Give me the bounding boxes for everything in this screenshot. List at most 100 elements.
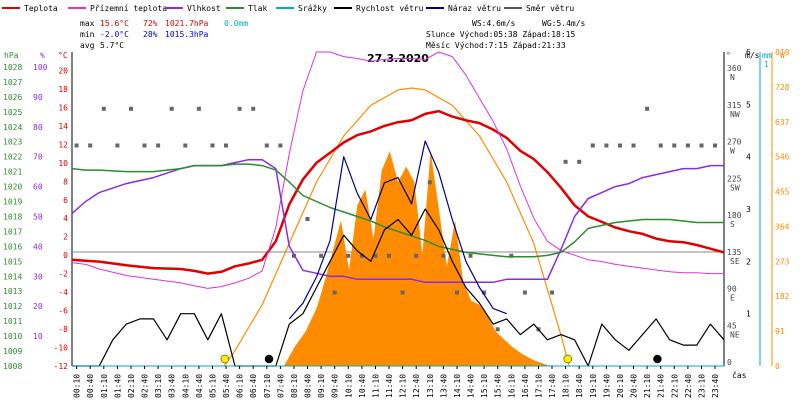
wind-direction-point — [196, 106, 201, 111]
wind-direction-point — [563, 159, 568, 164]
degc-tick-label: -8 — [58, 325, 68, 334]
time-tick-label: 03:40 — [168, 374, 177, 398]
ms-tick-label: 1 — [746, 310, 751, 319]
solar-radiation-area — [283, 151, 551, 366]
solar-theoretical-line — [223, 87, 570, 367]
w-axis-label: W — [780, 51, 785, 60]
hpa-tick-label: 1009 — [3, 347, 22, 356]
dir-tick-deg: 315 — [727, 101, 742, 110]
wind-direction-point — [509, 253, 514, 258]
event-marker-1 — [264, 354, 274, 364]
wind-direction-layer — [74, 106, 717, 332]
hpa-tick-label: 1027 — [3, 78, 22, 87]
wind-direction-point — [264, 143, 269, 148]
time-tick-label: 10:10 — [344, 374, 353, 398]
axis-headers: hPa % °C ° m/s mm W — [4, 51, 785, 60]
wind-direction-point — [183, 143, 188, 148]
series-line-3 — [71, 163, 724, 258]
mm-tick-label: 1 — [764, 60, 769, 69]
degc-tick-label: 2 — [63, 233, 68, 242]
event-marker-3 — [653, 354, 662, 364]
time-tick-label: 22:40 — [684, 374, 693, 398]
degc-tick-label: -4 — [58, 288, 68, 297]
ms-tick-label: 3 — [746, 205, 751, 214]
wind-direction-point — [713, 143, 717, 148]
pct-tick-label: 20 — [33, 302, 43, 311]
time-tick-label: 02:40 — [141, 374, 150, 398]
w-tick-label: 0 — [775, 362, 780, 371]
legend-label-1: Přízemní teplota — [90, 4, 167, 13]
legend-label-7: Směr větru — [526, 4, 574, 13]
degc-axis-label: °C — [58, 51, 68, 60]
pct-tick-label: 100 — [33, 63, 48, 72]
wind-direction-point — [224, 143, 228, 148]
wind-direction-point — [590, 143, 595, 148]
degc-tick-label: -12 — [54, 362, 69, 371]
left-axes: 1028102710261025102410231022102110201019… — [3, 63, 68, 371]
wind-direction-point — [414, 253, 419, 258]
wind-direction-point — [169, 106, 174, 111]
hpa-tick-label: 1018 — [3, 213, 22, 222]
wind-direction-point — [618, 143, 622, 148]
wind-direction-point — [142, 143, 147, 148]
wind-direction-point — [699, 143, 704, 148]
wind-direction-point — [468, 253, 473, 258]
w-tick-label: 728 — [775, 83, 790, 92]
time-tick-label: 14:40 — [467, 374, 476, 398]
dir-tick-deg: 180 — [727, 211, 742, 220]
pct-tick-label: 40 — [33, 242, 43, 251]
wind-direction-point — [672, 143, 677, 148]
time-tick-label: 09:10 — [317, 374, 326, 398]
series-line-1 — [71, 51, 724, 289]
legend-label-6: Náraz větru — [448, 4, 501, 13]
stats-sun: Slunce Východ:05:38 Západ:18:15 — [426, 30, 575, 39]
w-tick-label: 546 — [775, 153, 790, 162]
hpa-tick-label: 1012 — [3, 302, 22, 311]
event-marker-0 — [220, 354, 230, 364]
hpa-tick-label: 1013 — [3, 287, 22, 296]
time-tick-label: 09:40 — [331, 374, 340, 398]
pct-tick-label: 30 — [33, 272, 43, 281]
right-axes: 360N315NW270W225SW180S135SE90E45NE065432… — [727, 48, 790, 371]
wind-direction-point — [332, 290, 337, 295]
dir-tick-name: N — [730, 73, 735, 82]
wind-direction-point — [522, 290, 527, 295]
dir-tick-name: SW — [730, 183, 740, 192]
wind-direction-point — [387, 253, 391, 258]
wind-direction-point — [359, 253, 364, 258]
ms-tick-label: 4 — [746, 153, 751, 162]
hpa-tick-label: 1008 — [3, 362, 22, 371]
wind-direction-point — [305, 217, 310, 221]
time-tick-label: 12:10 — [399, 374, 408, 398]
degc-tick-label: 20 — [58, 67, 68, 76]
series-line-4 — [72, 208, 725, 367]
legend-label-4: Srážky — [298, 4, 327, 13]
wind-direction-point — [482, 290, 487, 295]
time-tick-label: 16:10 — [507, 374, 516, 398]
time-tick-label: 15:10 — [480, 374, 489, 398]
dir-tick-name: E — [730, 294, 735, 303]
dir-tick-deg: 0 — [727, 358, 732, 367]
time-tick-label: 07:10 — [263, 374, 272, 398]
time-tick-label: 01:10 — [100, 374, 109, 398]
hpa-tick-label: 1011 — [3, 317, 22, 326]
time-tick-label: 21:40 — [657, 374, 666, 398]
time-tick-label: 14:10 — [453, 374, 462, 398]
degc-tick-label: 18 — [58, 85, 68, 94]
time-tick-label: 05:40 — [222, 374, 231, 398]
time-tick-label: 13:40 — [439, 374, 448, 398]
w-tick-label: 182 — [775, 292, 790, 301]
dir-tick-deg: 270 — [727, 138, 742, 147]
dir-tick-deg: 225 — [727, 174, 742, 183]
time-tick-label: 20:10 — [616, 374, 625, 398]
legend-label-0: Teplota — [24, 4, 58, 13]
time-tick-label: 02:10 — [127, 374, 136, 398]
dir-tick-name: S — [730, 220, 735, 229]
time-tick-label: 11:10 — [372, 374, 381, 398]
wind-direction-point — [278, 143, 283, 148]
hpa-tick-label: 1015 — [3, 257, 22, 266]
hpa-tick-label: 1017 — [3, 227, 22, 236]
time-tick-label: 08:40 — [304, 374, 313, 398]
pct-tick-label: 70 — [33, 153, 43, 162]
